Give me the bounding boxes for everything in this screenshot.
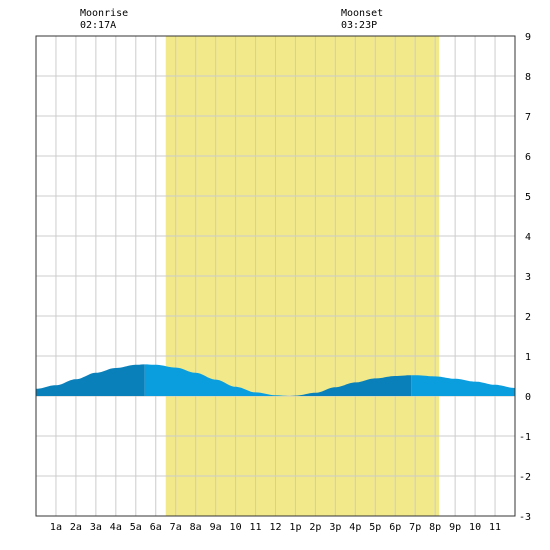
y-tick-label: 9: [525, 32, 531, 43]
tide-rising-segment: [36, 364, 145, 396]
tide-rising-segment: [289, 375, 412, 396]
y-tick-label: 5: [525, 192, 531, 203]
x-tick-label: 4p: [349, 522, 361, 533]
grid-layer: [36, 35, 515, 517]
x-tick-label: 7a: [170, 522, 182, 533]
x-tick-label: 4a: [110, 522, 122, 533]
x-tick-label: 6a: [150, 522, 162, 533]
x-tick-label: 7p: [409, 522, 421, 533]
y-tick-label: -2: [519, 472, 531, 483]
plot-frame: [35, 35, 516, 517]
x-tick-label: 9a: [210, 522, 222, 533]
x-tick-label: 10: [230, 522, 242, 533]
y-tick-label: 4: [525, 232, 531, 243]
x-tick-label: 10: [469, 522, 481, 533]
y-tick-label: 3: [525, 272, 531, 283]
y-tick-label: 6: [525, 152, 531, 163]
y-tick-label: -1: [519, 432, 531, 443]
x-tick-label: 8a: [190, 522, 202, 533]
x-tick-label: 3a: [90, 522, 102, 533]
y-tick-label: 7: [525, 112, 531, 123]
x-tick-label: 12: [269, 522, 281, 533]
moonrise-time: 02:17A: [80, 20, 116, 31]
y-tick-label: 0: [525, 392, 531, 403]
x-tick-label: 8p: [429, 522, 441, 533]
tide-falling-segment: [411, 375, 515, 396]
y-tick-label: 8: [525, 72, 531, 83]
x-tick-label: 3p: [329, 522, 341, 533]
x-tick-label: 11: [489, 522, 501, 533]
x-tick-label: 9p: [449, 522, 461, 533]
x-tick-label: 5a: [130, 522, 142, 533]
x-tick-label: 5p: [369, 522, 381, 533]
tide-area-layer: [36, 364, 515, 396]
y-tick-label: 1: [525, 352, 531, 363]
moon-header: Moonrise 02:17A Moonset 03:23P: [80, 8, 383, 31]
x-tick-label: 1p: [289, 522, 301, 533]
x-tick-label: 11: [250, 522, 262, 533]
moonset-label: Moonset: [341, 8, 383, 19]
moonset-time: 03:23P: [341, 20, 377, 31]
y-tick-label: -3: [519, 512, 531, 523]
y-tick-label: 2: [525, 312, 531, 323]
tide-falling-segment: [144, 364, 290, 396]
y-tick-labels: 9 8 7 6 5 4 3 2 1 0 -1 -2 -3: [519, 32, 531, 523]
x-tick-label: 6p: [389, 522, 401, 533]
x-tick-label: 2p: [309, 522, 321, 533]
moonrise-label: Moonrise: [80, 8, 128, 19]
x-tick-label: 1a: [50, 522, 62, 533]
x-tick-labels: 1a 2a 3a 4a 5a 6a 7a 8a 9a 10 11 12 1p 2p 3p 4p 5p 6p 7p 8p…: [50, 522, 501, 533]
x-tick-label: 2a: [70, 522, 82, 533]
